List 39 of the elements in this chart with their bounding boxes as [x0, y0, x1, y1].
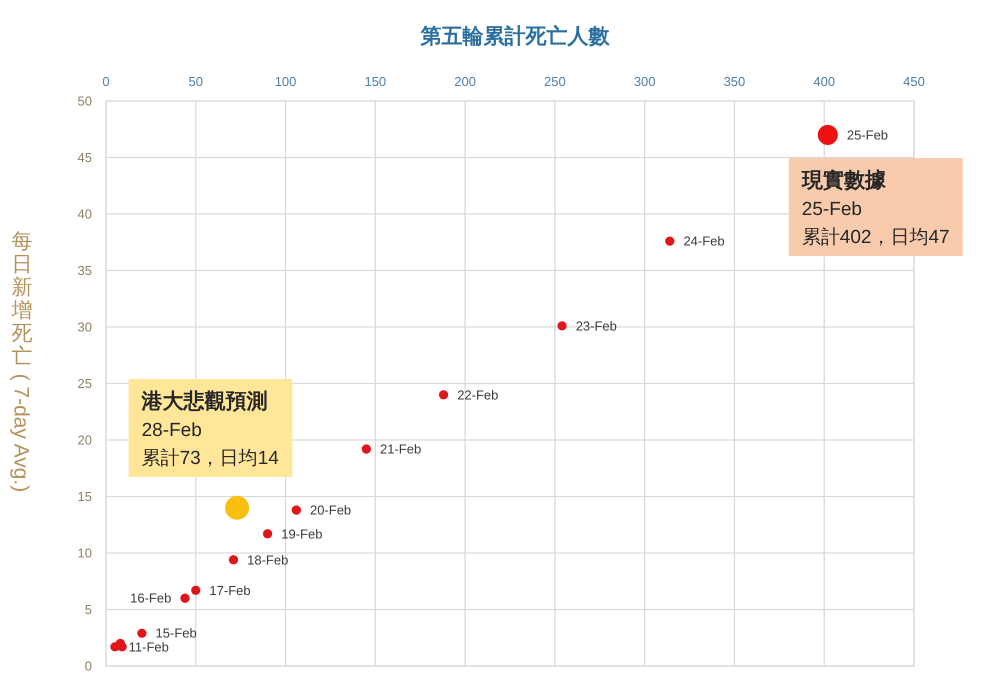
xtick: 350	[724, 74, 746, 89]
label: 25-Feb	[846, 127, 888, 142]
annotation: 現實數據 25-Feb 累計402，日均47	[800, 169, 950, 248]
xtick: 200	[454, 74, 476, 89]
label: 16-Feb	[130, 590, 172, 606]
callout: 現實數據 25-Feb 累計402，日均47	[788, 158, 963, 256]
label: 23-Feb	[576, 318, 617, 334]
callout: 港大悲觀預測 28-Feb 累計73，日均14	[128, 378, 292, 477]
ytick: 25	[78, 376, 92, 391]
label: 18-Feb	[247, 552, 288, 568]
xtick: 250	[544, 74, 566, 89]
xtick: 300	[634, 74, 656, 89]
label: 24-Feb	[683, 234, 725, 249]
label: 22-Feb	[457, 387, 498, 402]
ytick: 0	[84, 658, 92, 674]
label: 19-Feb	[281, 526, 322, 542]
xlabel: 第五輪累計死亡人數	[420, 25, 610, 48]
xtick: 150	[364, 74, 386, 89]
ytick: 50	[78, 94, 92, 108]
ytick: 40	[78, 206, 92, 222]
label: 15-Feb	[156, 626, 197, 641]
ytick: 45	[78, 150, 92, 165]
xtick: 100	[274, 74, 296, 89]
ytick: 35	[78, 263, 92, 278]
xtick: 400	[813, 74, 836, 89]
xtick: 0	[102, 74, 110, 89]
annotation: 港大悲觀預測 28-Feb 累計73，日均14	[140, 390, 280, 469]
ylabel: 每日新增死亡 ( 7-day Avg.)	[9, 230, 32, 492]
ytick: 30	[78, 320, 92, 334]
xtick: 50	[188, 74, 203, 89]
label: 17-Feb	[209, 582, 251, 598]
ytick: 5	[84, 602, 92, 617]
label: 21-Feb	[380, 442, 422, 457]
xtick: 450	[903, 74, 925, 89]
ytick: 20	[78, 432, 92, 448]
ytick: 15	[78, 489, 92, 504]
label: 20-Feb	[310, 502, 352, 518]
label: 11-Feb	[128, 639, 169, 654]
ytick: 10	[78, 546, 92, 560]
